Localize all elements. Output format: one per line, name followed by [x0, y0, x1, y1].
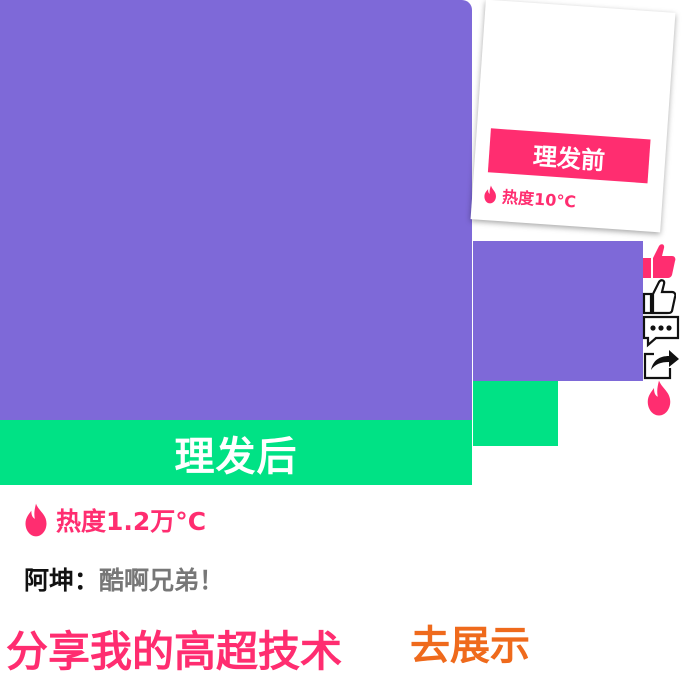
- after-banner-label: 理发后: [174, 433, 298, 480]
- video-thumbnail[interactable]: [473, 241, 643, 381]
- share-icon[interactable]: [642, 346, 680, 380]
- flame-icon: [647, 380, 671, 416]
- show-off-link[interactable]: 去展示: [410, 623, 530, 669]
- comment-author: 阿坤：: [24, 566, 100, 595]
- after-heat: 热度1.2万°C: [22, 502, 206, 538]
- comment: 阿坤：酷啊兄弟！: [24, 561, 224, 597]
- before-banner-label: 理发前: [532, 141, 606, 175]
- before-heat-text: 热度10°C: [501, 187, 577, 212]
- action-icons: [642, 242, 682, 416]
- before-banner: 理发前: [487, 128, 651, 184]
- flame-icon: [25, 503, 47, 537]
- after-photo[interactable]: [0, 0, 472, 420]
- comment-icon[interactable]: [642, 314, 680, 348]
- after-heat-text: 热度1.2万°C: [56, 507, 207, 536]
- flame-icon: [484, 185, 496, 204]
- green-stripe: [473, 381, 558, 446]
- thumbs-up-filled-icon[interactable]: [642, 242, 676, 280]
- before-heat: 热度10°C: [482, 182, 577, 212]
- share-cta-text: 分享我的高超技术: [6, 627, 343, 676]
- thumbs-up-outline-icon[interactable]: [642, 278, 676, 316]
- after-banner: 理发后: [0, 420, 472, 485]
- before-card[interactable]: 理发前 热度10°C: [470, 0, 676, 233]
- comment-text: 酷啊兄弟！: [99, 566, 225, 595]
